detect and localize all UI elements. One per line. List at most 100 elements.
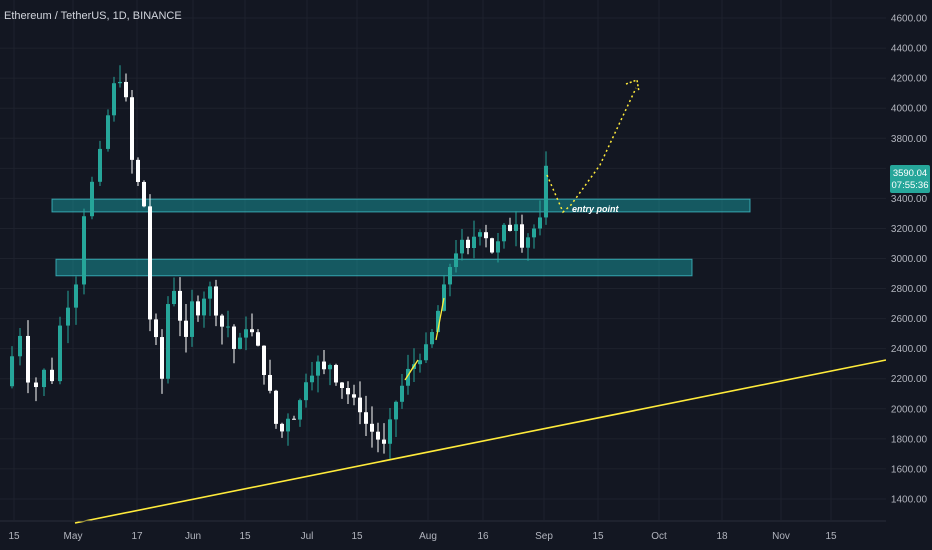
time-tick-label: 16 bbox=[477, 531, 489, 542]
candle-body bbox=[286, 418, 290, 432]
candle-body bbox=[340, 382, 344, 389]
candle bbox=[352, 384, 356, 406]
candle-body bbox=[298, 400, 302, 420]
candle bbox=[10, 346, 14, 389]
candle bbox=[66, 290, 70, 344]
candle-body bbox=[472, 236, 476, 249]
candle-body bbox=[328, 364, 332, 370]
candle-body bbox=[508, 224, 512, 231]
last-price-label: 3590.04 bbox=[893, 168, 927, 179]
candle bbox=[172, 277, 176, 307]
price-axis-bg bbox=[886, 0, 932, 520]
price-tick-label: 4000.00 bbox=[891, 104, 928, 115]
candle bbox=[322, 350, 326, 375]
candle bbox=[484, 224, 488, 248]
candle bbox=[358, 381, 362, 425]
candle bbox=[208, 281, 212, 316]
candle-body bbox=[220, 315, 224, 327]
candle-body bbox=[124, 81, 128, 98]
candle-body bbox=[448, 267, 452, 285]
candle-body bbox=[238, 337, 242, 349]
candle bbox=[160, 329, 164, 394]
candle-body bbox=[202, 298, 206, 316]
time-tick-label: Sep bbox=[535, 531, 553, 542]
price-tick-label: 3800.00 bbox=[891, 134, 928, 145]
candle bbox=[142, 180, 146, 208]
candle-body bbox=[58, 325, 62, 382]
price-zone-2 bbox=[55, 258, 693, 277]
candle bbox=[50, 357, 54, 384]
candle-body bbox=[520, 224, 524, 248]
candle-body bbox=[26, 335, 30, 383]
time-tick-label: Oct bbox=[651, 531, 667, 542]
projection-group: entry point bbox=[546, 78, 640, 214]
candle-body bbox=[436, 310, 440, 333]
candle-body bbox=[208, 286, 212, 299]
time-tick-label: Nov bbox=[772, 531, 790, 542]
candle bbox=[112, 76, 116, 122]
candle bbox=[136, 157, 140, 187]
candle-body bbox=[496, 241, 500, 253]
price-tick-label: 4400.00 bbox=[891, 44, 928, 55]
candle bbox=[454, 240, 458, 273]
trendline-group bbox=[74, 297, 887, 524]
candle bbox=[238, 332, 242, 350]
candle-body bbox=[316, 361, 320, 376]
candle-body bbox=[418, 360, 422, 365]
price-axis: 1400.00 1600.00 1800.00 2000.00 2200.00 2400.… bbox=[891, 14, 928, 506]
time-tick-label: 18 bbox=[716, 531, 728, 542]
candle-body bbox=[478, 232, 482, 237]
price-tick-label: 2400.00 bbox=[891, 344, 928, 355]
candle bbox=[268, 359, 272, 394]
price-tick-label: 4600.00 bbox=[891, 14, 928, 25]
candle-body bbox=[10, 356, 14, 387]
candle bbox=[106, 109, 110, 152]
candle-body bbox=[106, 115, 110, 149]
candle-body bbox=[544, 165, 548, 218]
candle bbox=[388, 407, 392, 459]
candle-body bbox=[256, 332, 260, 346]
time-tick-label: Jun bbox=[185, 531, 201, 542]
candle bbox=[310, 362, 314, 391]
price-tick-label: 2600.00 bbox=[891, 314, 928, 325]
candle-body bbox=[118, 81, 122, 84]
resistance-zones bbox=[51, 198, 751, 277]
candle-body bbox=[232, 326, 236, 349]
candle bbox=[184, 303, 188, 353]
time-tick-label: Aug bbox=[419, 531, 437, 542]
price-tick-label: 1400.00 bbox=[891, 494, 928, 505]
candle bbox=[526, 233, 530, 261]
candle-body bbox=[154, 319, 158, 338]
candle-body bbox=[280, 423, 284, 432]
candle-body bbox=[352, 394, 356, 398]
candle bbox=[496, 233, 500, 263]
candle bbox=[304, 373, 308, 408]
price-tick-label: 3400.00 bbox=[891, 194, 928, 205]
last-price-badge-bg bbox=[890, 165, 930, 193]
candle bbox=[508, 217, 512, 232]
candle-body bbox=[400, 385, 404, 402]
candle-body bbox=[406, 368, 410, 386]
price-tick-label: 1600.00 bbox=[891, 464, 928, 475]
candle bbox=[26, 320, 30, 394]
candle-body bbox=[18, 335, 22, 357]
candle-body bbox=[538, 217, 542, 229]
last-price-badge: 3590.04 07:55:36 bbox=[890, 165, 930, 193]
candle-body bbox=[74, 284, 78, 308]
candle-body bbox=[310, 375, 314, 383]
price-tick-label: 2800.00 bbox=[891, 284, 928, 295]
candle bbox=[196, 295, 200, 322]
candle-body bbox=[196, 301, 200, 316]
candle bbox=[346, 381, 350, 405]
candle bbox=[98, 140, 102, 186]
candle-body bbox=[112, 83, 116, 116]
candle-body bbox=[466, 239, 470, 249]
candle bbox=[334, 363, 338, 386]
candle bbox=[90, 176, 94, 220]
candle bbox=[544, 151, 548, 225]
candle-body bbox=[322, 361, 326, 370]
candle bbox=[286, 413, 290, 446]
candle-body bbox=[268, 374, 272, 391]
